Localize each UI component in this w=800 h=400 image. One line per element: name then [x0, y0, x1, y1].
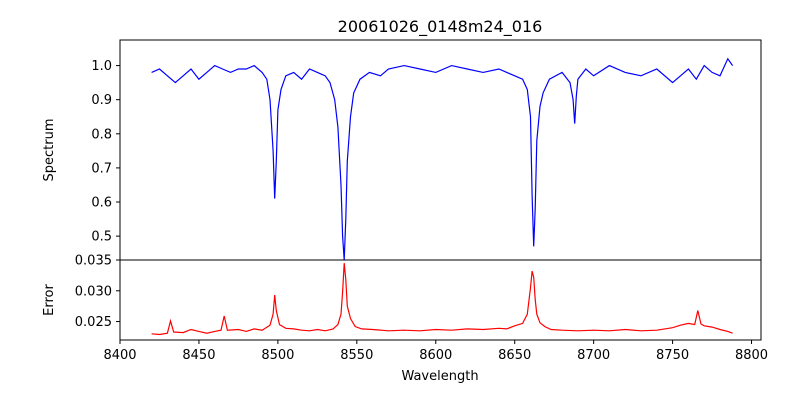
spectrum-panel: 0.5 0.6 0.7 0.8 0.9 1.0 Spectrum: [42, 39, 762, 261]
x-tick-label: 8600: [419, 348, 452, 363]
x-axis-label: Wavelength: [401, 369, 478, 384]
spectrum-y-axis-label: Spectrum: [42, 119, 57, 182]
error-panel: 0.025 0.030 0.035 8400 8450 8500 8550 8600 8650…: [42, 254, 768, 385]
chart-title: 20061026_0148m24_016: [338, 17, 543, 37]
spectrum-y-tick-label: 0.6: [91, 196, 112, 211]
x-tick-label: 8400: [103, 348, 136, 363]
error-y-ticks: 0.025 0.030 0.035: [75, 254, 120, 330]
error-axes-frame: [119, 259, 762, 341]
spectrum-y-tick-label: 1.0: [91, 59, 112, 74]
x-tick-label: 8700: [577, 348, 610, 363]
spectrum-y-tick-label: 0.7: [91, 161, 112, 176]
error-y-tick-label: 0.025: [75, 315, 112, 330]
spectrum-y-tick-label: 0.9: [91, 93, 112, 108]
spectrum-y-tick-label: 0.8: [91, 127, 112, 142]
error-y-tick-label: 0.035: [75, 254, 112, 269]
spectrum-series-line: [151, 57, 734, 261]
x-tick-label: 8800: [735, 348, 768, 363]
error-y-axis-label: Error: [42, 284, 57, 316]
x-tick-label: 8550: [340, 348, 373, 363]
x-tick-label: 8650: [498, 348, 531, 363]
spectrum-axes-frame: [119, 39, 762, 261]
x-tick-label: 8750: [656, 348, 689, 363]
x-tick-label: 8500: [261, 348, 294, 363]
spectrum-y-ticks: 0.5 0.6 0.7 0.8 0.9 1.0: [91, 59, 120, 245]
error-y-tick-label: 0.030: [75, 284, 112, 299]
error-series-line: [151, 263, 733, 336]
error-x-ticks: 8400 8450 8500 8550 8600 8650 8700 8750 8800: [103, 340, 768, 363]
spectrum-y-tick-label: 0.5: [91, 230, 112, 245]
x-tick-label: 8450: [182, 348, 215, 363]
